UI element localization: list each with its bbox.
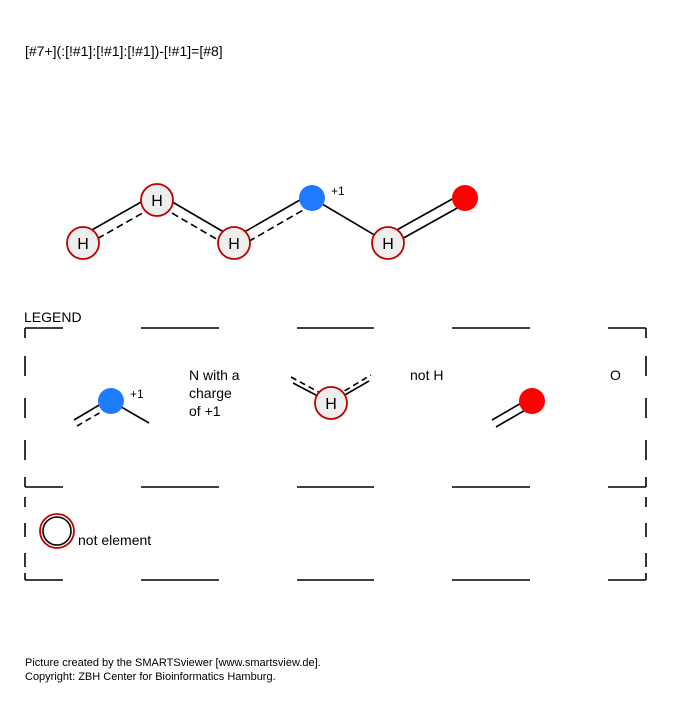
atom-not-h-1: H [66,226,100,260]
legend-item-not-h: H [290,374,372,420]
molecule-atoms: H H H +1 H [66,183,478,260]
atom-label: H [77,236,89,253]
footer: Picture created by the SMARTSviewer [www… [25,656,321,684]
atom-not-h-2: H [140,183,174,217]
legend-box-top [24,327,647,488]
atom-not-h-3: H [217,226,251,260]
footer-credit: Picture created by the SMARTSviewer [www… [25,657,321,669]
bond-aromatic-3-dash [238,201,318,248]
smarts-string: [#7+](:[!#1]:[!#1]:[!#1])-[!#1]=[#8] [25,43,223,59]
charge-label: +1 [331,184,345,198]
bond-double-a [385,192,464,237]
legend-not-h-description: not H [410,367,444,383]
legend-item-nitrogen: +1 [73,387,150,427]
atom-label: H [228,236,240,253]
legend-n-line-3: of +1 [189,403,221,419]
legend-o-description: O [610,367,621,383]
legend-item-oxygen [491,388,545,428]
legend-title: LEGEND [24,309,82,325]
atom-label: H [382,236,394,253]
atom-label: H [151,193,163,210]
legend-n-line-1: N with a [189,367,240,383]
footer-copyright: Copyright: ZBH Center for Bioinformatics… [25,671,276,683]
legend-charge-label: +1 [130,387,144,401]
legend-item-not-element [39,513,75,549]
atom-oxygen [452,185,478,211]
legend-not-element-description: not element [78,532,152,548]
atom-nitrogen: +1 [299,184,345,211]
bond-aromatic-3 [233,192,313,239]
legend-box-bottom [24,497,647,581]
legend-n-description: N with a charge of +1 [189,366,240,420]
legend-atom-label: H [325,396,337,413]
atom-not-h-4: H [371,226,405,260]
legend-n-line-2: charge [189,385,232,401]
